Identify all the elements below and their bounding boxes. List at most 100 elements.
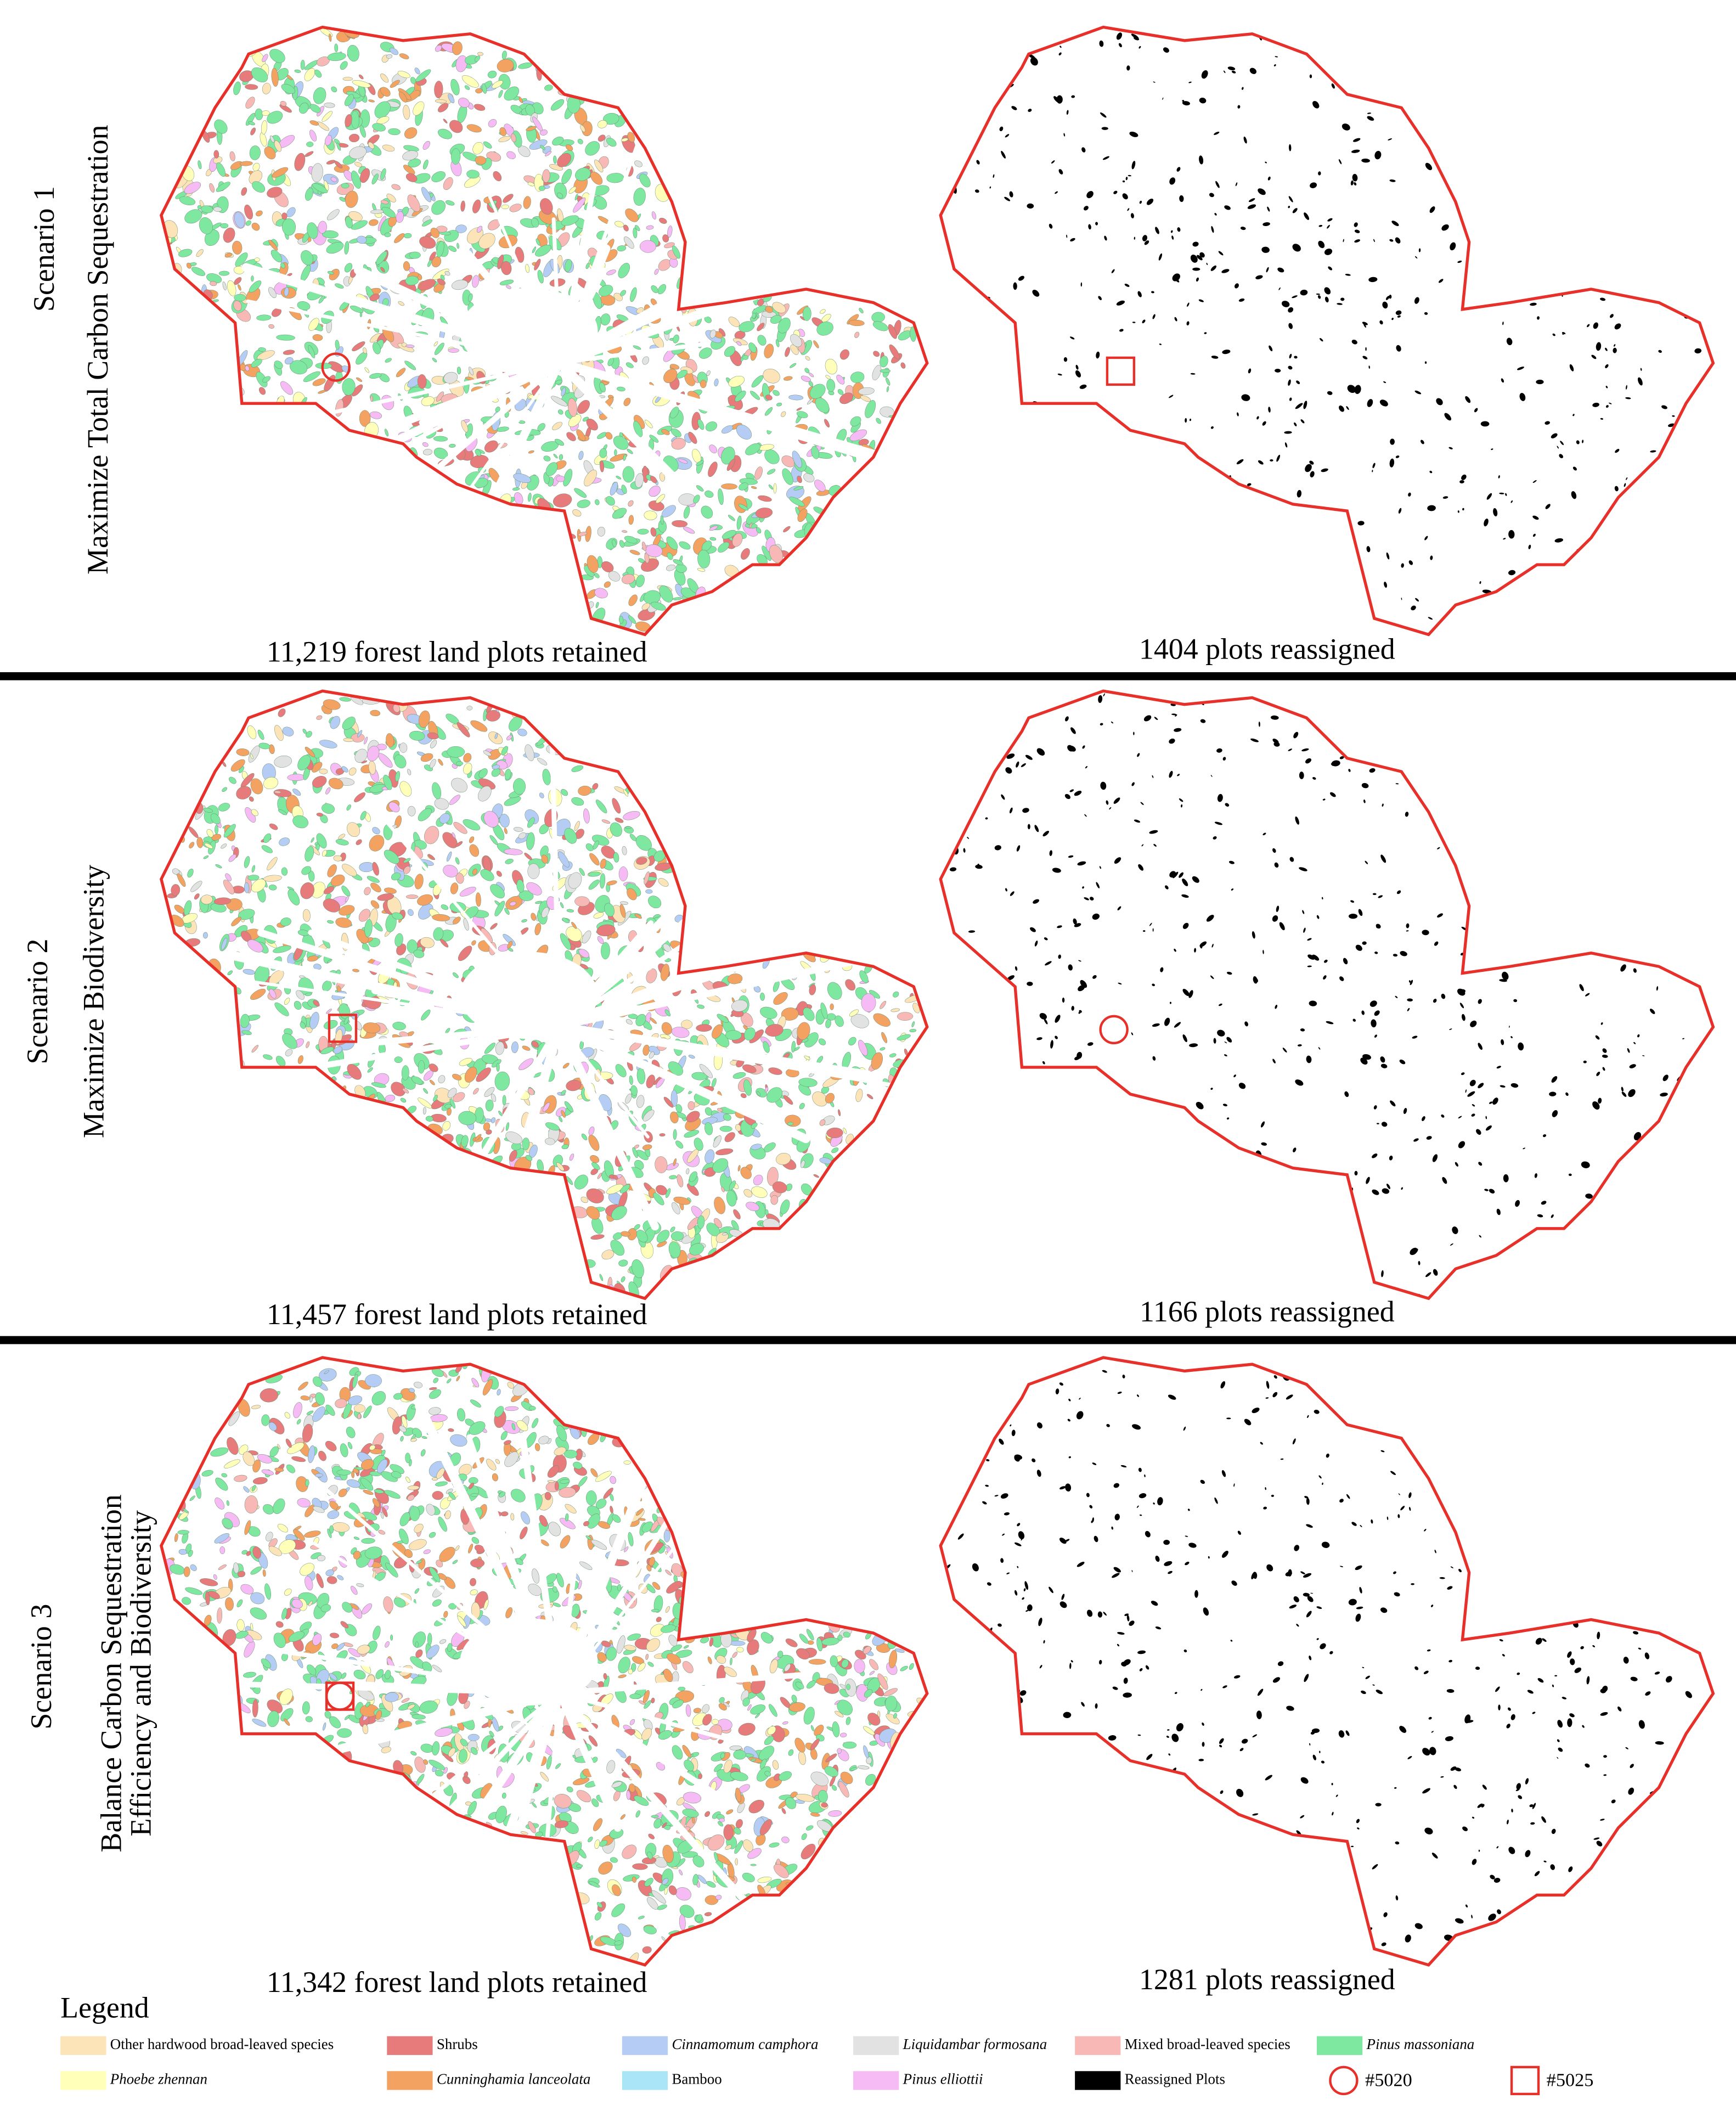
forest-plot xyxy=(244,204,253,219)
forest-plot xyxy=(390,80,400,88)
forest-plot xyxy=(661,429,670,435)
forest-plot xyxy=(644,510,657,520)
forest-plot xyxy=(241,1030,252,1035)
forest-plot xyxy=(235,252,248,267)
forest-plot xyxy=(262,376,270,383)
forest-plot xyxy=(534,258,541,271)
reassigned-plot xyxy=(1367,399,1373,407)
reassigned-plot xyxy=(1385,296,1390,300)
forest-plot xyxy=(859,308,864,313)
forest-plot xyxy=(813,340,819,348)
forest-plot xyxy=(773,483,777,494)
forest-plot xyxy=(496,1062,500,1072)
forest-plot xyxy=(268,287,277,299)
forest-plot xyxy=(642,356,649,365)
forest-plot xyxy=(751,375,764,388)
forest-plot xyxy=(736,341,742,346)
forest-plot xyxy=(326,1009,332,1014)
forest-plot xyxy=(860,395,871,402)
reassigned-plot xyxy=(1421,440,1424,444)
reassigned-plot xyxy=(1126,65,1130,71)
reassigned-plot xyxy=(1479,581,1481,584)
forest-plot xyxy=(897,1012,914,1021)
forest-plot xyxy=(659,1133,666,1137)
forest-plot xyxy=(222,282,227,291)
forest-plot xyxy=(344,241,350,255)
forest-plot xyxy=(311,163,323,183)
forest-plot xyxy=(340,61,348,70)
forest-plot xyxy=(754,466,763,480)
forest-plot xyxy=(442,1121,451,1131)
forest-plot xyxy=(620,290,626,296)
reassigned-plot xyxy=(1258,188,1266,195)
forest-plot xyxy=(431,200,446,215)
forest-plot xyxy=(498,89,503,98)
reassigned-plot xyxy=(1249,67,1256,75)
reassigned-plot xyxy=(1502,322,1504,325)
reassigned-plot xyxy=(1324,296,1329,303)
forest-plot xyxy=(421,219,433,227)
reassigned-plot xyxy=(1318,224,1323,227)
forest-plot xyxy=(336,1470,351,1476)
reassigned-plot xyxy=(1324,287,1331,295)
forest-plot xyxy=(342,77,353,81)
forest-plot xyxy=(304,68,315,81)
forest-plot xyxy=(809,373,814,378)
forest-plot xyxy=(251,222,260,231)
forest-plot xyxy=(762,545,771,561)
forest-plot xyxy=(706,370,711,376)
forest-plot xyxy=(808,1659,826,1665)
forest-plot xyxy=(537,270,544,284)
valley xyxy=(460,288,598,375)
forest-plot xyxy=(612,539,617,548)
forest-plot xyxy=(628,500,634,506)
reassigned-plot xyxy=(989,186,991,189)
forest-plot xyxy=(376,251,387,265)
forest-plot xyxy=(525,264,530,273)
reassigned-plot xyxy=(1190,418,1191,421)
reassigned-plot xyxy=(1551,433,1558,438)
forest-plot xyxy=(389,47,399,55)
reassigned-plot xyxy=(1218,251,1224,256)
forest-plot xyxy=(662,234,669,243)
reassigned-plot xyxy=(1372,463,1376,469)
forest-plot xyxy=(709,537,717,541)
forest-plot xyxy=(641,603,650,610)
forest-plot xyxy=(466,706,473,711)
forest-plot xyxy=(359,125,366,138)
forest-plot xyxy=(873,351,880,357)
forest-plot xyxy=(523,196,531,209)
reassigned-plot xyxy=(1075,364,1079,370)
forest-plot xyxy=(666,536,678,550)
reassigned-plot xyxy=(1493,508,1498,517)
reassigned-plot xyxy=(1066,110,1069,115)
forest-plot xyxy=(348,133,360,143)
forest-plot xyxy=(345,216,353,229)
reassigned-plot xyxy=(1049,223,1053,229)
forest-plot xyxy=(380,168,386,181)
forest-plot xyxy=(464,176,481,188)
reassigned-plot xyxy=(1592,402,1599,407)
forest-plot xyxy=(309,120,319,126)
forest-plot xyxy=(664,242,675,249)
forest-plot xyxy=(534,923,542,936)
reassigned-plot xyxy=(1390,438,1395,445)
forest-plot xyxy=(880,356,888,368)
forest-plot xyxy=(561,215,579,226)
reassigned-plot xyxy=(1424,536,1428,541)
reassigned-plot xyxy=(1625,397,1631,399)
reassigned-plot xyxy=(1051,160,1055,164)
forest-plot xyxy=(623,454,627,461)
forest-plot xyxy=(369,219,379,226)
reassigned-plot xyxy=(1354,182,1357,185)
forest-plot xyxy=(450,78,460,95)
reassigned-plot xyxy=(1352,138,1361,142)
forest-plot xyxy=(179,196,195,206)
reassigned-plot xyxy=(1545,421,1550,425)
forest-plot xyxy=(540,145,545,150)
forest-plot xyxy=(281,83,295,94)
reassigned-plot xyxy=(1125,177,1128,181)
forest-plot xyxy=(280,262,285,269)
forest-plot xyxy=(268,324,275,329)
forest-plot xyxy=(627,132,635,143)
